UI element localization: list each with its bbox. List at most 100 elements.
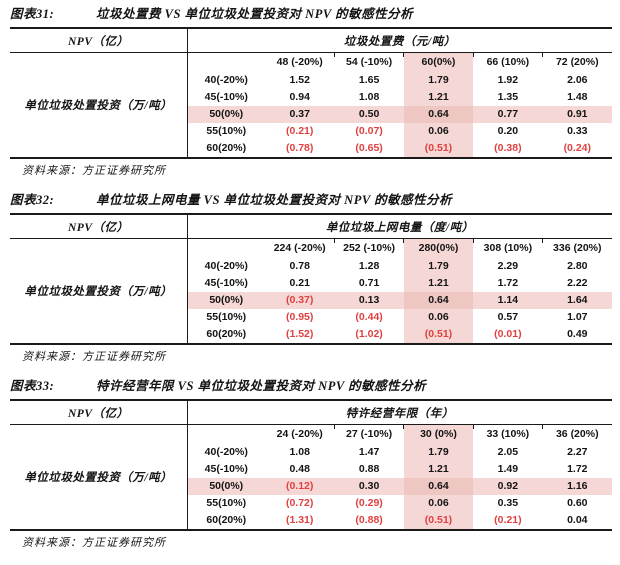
value-cell: 0.13 [334, 292, 404, 309]
value-cell: 2.80 [567, 260, 588, 272]
figure-heading: 垃圾处置费 VS 单位垃圾处置投资对 NPV 的敏感性分析 [96, 7, 414, 21]
row-label-cell: 55(10%) [206, 497, 247, 509]
value-cell: (0.51) [403, 512, 474, 530]
value-cell: 0.57 [497, 311, 519, 323]
value-cell: (0.37) [265, 292, 335, 309]
npv-header-cell: NPV（亿） [10, 214, 188, 239]
value-cell: (1.52) [285, 328, 314, 340]
value-cell: (0.21) [494, 514, 522, 526]
figure-group: 图表32: 单位垃圾上网电量 VS 单位垃圾处置投资对 NPV 的敏感性分析 N… [8, 191, 612, 364]
row-label-cell: 55(10%) [206, 311, 247, 323]
value-cell: 0.88 [358, 463, 380, 475]
empty-corner-cell [187, 425, 265, 445]
value-cell: 0.92 [473, 478, 543, 495]
table-header-row-1: NPV（亿） 特许经营年限（年） [10, 400, 612, 425]
table-row: 55(10%) (0.95) (0.44) 0.06 0.57 1.07 [10, 309, 612, 326]
column-axis-label-cell: 单位垃圾上网电量（度/吨） [187, 214, 612, 239]
table-header-row-1: NPV（亿） 单位垃圾上网电量（度/吨） [10, 214, 612, 239]
value-cell: 1.08 [358, 91, 380, 103]
value-cell: (0.78) [285, 142, 314, 154]
table-row: 40(-20%) 1.52 1.65 1.79 1.92 2.06 [10, 72, 612, 89]
value-cell: (0.51) [403, 140, 474, 158]
column-header-cell: 27 (-10%) [333, 424, 403, 445]
value-cell: 2.05 [497, 446, 519, 458]
table-row: 60(20%) (0.78) (0.65) (0.51) (0.38) (0.24) [10, 140, 612, 158]
figure-title-row: 图表31: 垃圾处置费 VS 单位垃圾处置投资对 NPV 的敏感性分析 [8, 5, 612, 27]
value-cell: (0.88) [355, 514, 383, 526]
value-cell: 0.06 [403, 309, 474, 326]
column-header-cell: 252 (-10%) [333, 238, 403, 259]
value-cell: 1.48 [567, 91, 588, 103]
table-row: 55(10%) (0.72) (0.29) 0.06 0.35 0.60 [10, 495, 612, 512]
value-cell: (0.29) [355, 497, 383, 509]
value-cell: 2.22 [567, 277, 588, 289]
value-cell: 1.28 [358, 260, 380, 272]
value-cell: 1.79 [403, 258, 474, 275]
column-header-cell: 30 (0%) [403, 424, 474, 444]
value-cell: (1.02) [355, 328, 383, 340]
table-header-row-2: 单位垃圾处置投资（万/吨） 48 (-20%) 54 (-10%) 60(0%) 66… [10, 52, 612, 158]
source-note: 资料来源：方正证券研究所 [22, 537, 166, 549]
value-cell: 0.71 [358, 277, 380, 289]
value-cell: 1.47 [358, 446, 380, 458]
value-cell: 1.14 [473, 292, 543, 309]
value-cell: (0.07) [355, 125, 383, 137]
value-cell: 2.27 [567, 446, 588, 458]
value-cell: 1.79 [403, 444, 474, 461]
source-note: 资料来源：方正证券研究所 [22, 351, 166, 363]
empty-corner-cell [187, 53, 265, 73]
row-label-cell: 50(0%) [187, 106, 265, 123]
figure-label: 图表31: [10, 7, 55, 21]
table-row: 40(-20%) 0.78 1.28 1.79 2.29 2.80 [10, 258, 612, 275]
npv-header-cell: NPV（亿） [10, 400, 188, 425]
row-label-cell: 60(20%) [206, 142, 247, 154]
sensitivity-table: NPV（亿） 特许经营年限（年） 单位垃圾处置投资（万/吨） 24 (-20%)… [10, 399, 612, 531]
value-cell: (0.01) [494, 328, 522, 340]
value-cell: (1.31) [285, 514, 314, 526]
value-cell: 1.21 [403, 89, 474, 106]
row-axis-label-cell: 单位垃圾处置投资（万/吨） [10, 238, 188, 344]
value-cell: 0.77 [473, 106, 543, 123]
source-note: 资料来源：方正证券研究所 [22, 165, 166, 177]
value-cell: 0.64 [403, 106, 474, 123]
row-label-cell: 55(10%) [206, 125, 247, 137]
column-header-cell: 36 (20%) [542, 424, 612, 445]
value-cell: (0.65) [355, 142, 383, 154]
value-cell: 1.72 [567, 463, 588, 475]
table-row: 40(-20%) 1.08 1.47 1.79 2.05 2.27 [10, 444, 612, 461]
figure-title-row: 图表33: 特许经营年限 VS 单位垃圾处置投资对 NPV 的敏感性分析 [8, 377, 612, 399]
value-cell: (0.24) [563, 142, 591, 154]
column-header-cell: 224 (-20%) [273, 242, 326, 254]
figures-container: 图表31: 垃圾处置费 VS 单位垃圾处置投资对 NPV 的敏感性分析 NPV（… [8, 5, 612, 550]
value-cell: 2.06 [567, 74, 588, 86]
table-header-row-2: 单位垃圾处置投资（万/吨） 224 (-20%) 252 (-10%) 280(0%… [10, 238, 612, 344]
value-cell: 0.06 [403, 123, 474, 140]
row-label-cell: 45(-10%) [204, 463, 248, 475]
table-row: 50(0%) (0.37) 0.13 0.64 1.14 1.64 [10, 292, 612, 309]
value-cell: 1.49 [497, 463, 519, 475]
column-axis-label-cell: 特许经营年限（年） [187, 400, 612, 425]
value-cell: 0.50 [334, 106, 404, 123]
figure-label: 图表32: [10, 193, 55, 207]
value-cell: 0.60 [567, 497, 588, 509]
table-row: 45(-10%) 0.48 0.88 1.21 1.49 1.72 [10, 461, 612, 478]
figure-heading: 特许经营年限 VS 单位垃圾处置投资对 NPV 的敏感性分析 [96, 379, 427, 393]
row-label-cell: 60(20%) [206, 514, 247, 526]
sensitivity-table: NPV（亿） 垃圾处置费（元/吨） 单位垃圾处置投资（万/吨） 48 (-20%… [10, 27, 612, 159]
value-cell: 1.16 [542, 478, 612, 495]
empty-corner-cell [187, 239, 265, 259]
figure-title-row: 图表32: 单位垃圾上网电量 VS 单位垃圾处置投资对 NPV 的敏感性分析 [8, 191, 612, 213]
value-cell: 0.94 [289, 91, 310, 103]
value-cell: 1.21 [403, 461, 474, 478]
value-cell: (0.72) [285, 497, 314, 509]
table-row: 45(-10%) 0.94 1.08 1.21 1.35 1.48 [10, 89, 612, 106]
value-cell: 1.65 [358, 74, 380, 86]
value-cell: 1.79 [403, 72, 474, 89]
table-row: 55(10%) (0.21) (0.07) 0.06 0.20 0.33 [10, 123, 612, 140]
value-cell: 0.78 [289, 260, 310, 272]
value-cell: (0.21) [285, 125, 314, 137]
column-header-cell: 54 (-10%) [333, 52, 403, 73]
column-header-cell: 60(0%) [403, 52, 474, 72]
value-cell: 0.37 [265, 106, 335, 123]
